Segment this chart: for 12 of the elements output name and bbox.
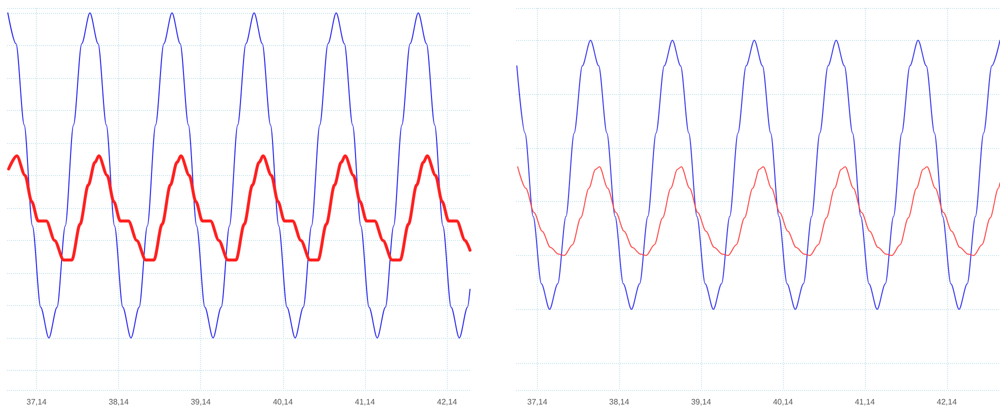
x-tick-label: 42,14 xyxy=(936,398,958,406)
x-tick-label: 37,14 xyxy=(26,398,48,406)
x-tick-label: 41,14 xyxy=(854,398,876,406)
x-tick-label: 39,14 xyxy=(691,398,712,406)
x-tick-label: 41,14 xyxy=(354,398,376,406)
x-tick-label: 40,14 xyxy=(272,398,294,406)
x-tick-label: 38,14 xyxy=(108,398,130,406)
x-tick-label: 39,14 xyxy=(190,398,212,406)
x-tick-label: 42,14 xyxy=(437,398,458,406)
x-tick-label: 40,14 xyxy=(772,398,794,406)
x-tick-label: 38,14 xyxy=(609,398,630,406)
x-tick-label: 37,14 xyxy=(527,398,548,406)
